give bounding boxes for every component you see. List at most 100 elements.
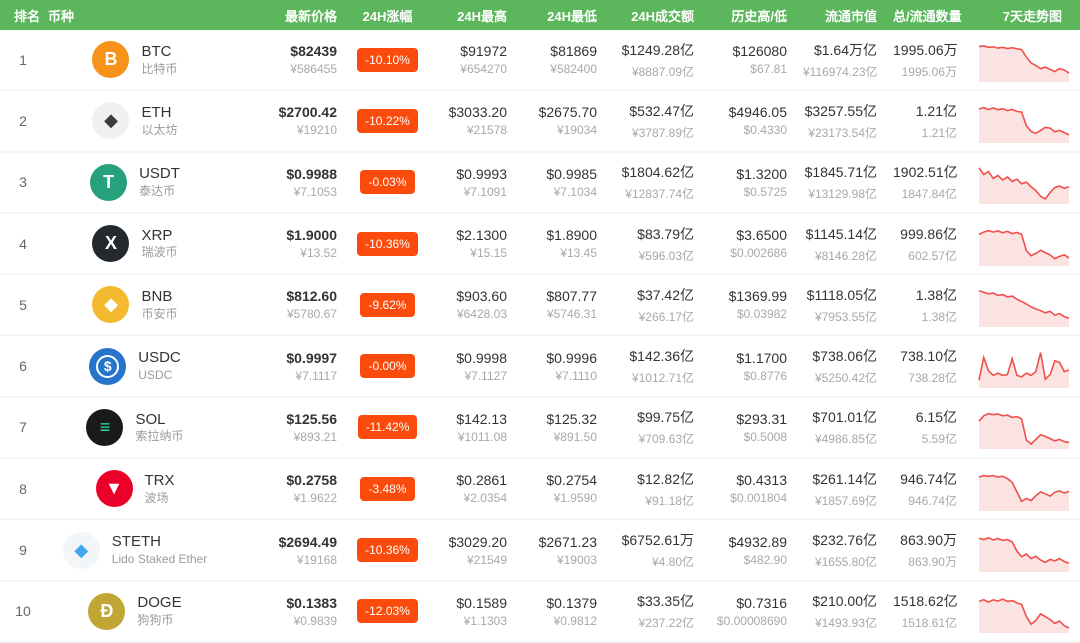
- coin-symbol[interactable]: DOGE: [137, 594, 182, 612]
- ath-value: $3.6500: [736, 227, 787, 244]
- coin-symbol[interactable]: ETH: [141, 104, 172, 122]
- rank-cell: 7: [0, 419, 40, 435]
- coin-name: USDC: [138, 368, 173, 382]
- high-cell: $3029.20 ¥21549: [430, 534, 515, 567]
- high-cny: ¥1011.08: [457, 429, 507, 444]
- supply-total: 1995.06万: [893, 41, 958, 58]
- price-usd: $1.9000: [286, 227, 337, 244]
- coin-name: 币安币: [141, 306, 178, 321]
- coin-symbol[interactable]: USDC: [138, 349, 181, 367]
- coin-symbol[interactable]: SOL: [135, 410, 166, 428]
- supply-cell: 1518.62亿 1518.61亿: [885, 591, 965, 631]
- sparkline-svg: [978, 413, 1070, 450]
- high-cell: $0.2861 ¥2.0354: [430, 472, 515, 505]
- coin-cell[interactable]: T USDT 泰达币: [40, 163, 230, 201]
- high-cny: ¥1.1303: [463, 613, 507, 628]
- low-cell: $2671.23 ¥19003: [515, 534, 605, 567]
- volume-cny: ¥8887.09亿: [631, 64, 694, 79]
- coin-cell[interactable]: ≡ SOL 索拉纳币: [40, 408, 230, 446]
- coin-cell[interactable]: ▼ TRX 波场: [40, 470, 230, 508]
- volume-cell: $1804.62亿 ¥12837.74亿: [605, 162, 702, 202]
- low-cell: $0.2754 ¥1.9590: [515, 472, 605, 505]
- volume-cny: ¥12837.74亿: [625, 187, 694, 202]
- coin-name: 泰达币: [139, 184, 176, 199]
- high-cny: ¥654270: [460, 62, 507, 77]
- supply-total: 1518.62亿: [893, 593, 958, 610]
- coin-cell[interactable]: Ð DOGE 狗狗币: [40, 592, 230, 630]
- high-usd: $142.13: [456, 410, 507, 427]
- atl-value: $0.00008690: [716, 613, 787, 628]
- coin-icon-glyph: ◆: [74, 539, 89, 560]
- coin-symbol[interactable]: BNB: [141, 287, 173, 305]
- mcap-usd: $210.00亿: [812, 593, 877, 610]
- rank-cell: 9: [0, 542, 40, 558]
- sparkline-cell: [965, 466, 1080, 512]
- mcap-usd: $1845.71亿: [804, 164, 877, 181]
- rank-number: 2: [19, 112, 27, 129]
- price-cny: ¥0.9839: [293, 613, 337, 628]
- coin-cell[interactable]: ◆ STETH Lido Staked Ether: [40, 531, 230, 569]
- volume-cell: $532.47亿 ¥3787.89亿: [605, 101, 702, 141]
- usdt-icon: T: [90, 163, 128, 201]
- volume-cny: ¥91.18亿: [645, 493, 694, 508]
- change-cell: -10.36%: [345, 231, 430, 256]
- coin-symbol[interactable]: USDT: [139, 165, 180, 183]
- high-cell: $91972 ¥654270: [430, 43, 515, 76]
- price-cny: ¥7.1117: [295, 368, 337, 383]
- table-row[interactable]: 3 T USDT 泰达币 $0.9988 ¥7.1053 -0.03% $0.9…: [0, 152, 1080, 214]
- volume-usd: $12.82亿: [637, 470, 694, 487]
- table-row[interactable]: 6 $ USDC USDC $0.9997 ¥7.1117 -0.00% $0.…: [0, 336, 1080, 398]
- rank-cell: 4: [0, 236, 40, 252]
- change-cell: -12.03%: [345, 599, 430, 624]
- volume-cell: $6752.61万 ¥4.80亿: [605, 530, 702, 570]
- coin-icon-glyph: ◆: [104, 110, 118, 131]
- high-cell: $0.9993 ¥7.1091: [430, 166, 515, 199]
- change-badge: -0.03%: [360, 170, 415, 195]
- coin-name: 以太坊: [141, 122, 178, 137]
- mcap-cell: $1.64万亿 ¥116974.23亿: [795, 40, 885, 80]
- table-row[interactable]: 2 ◆ ETH 以太坊 $2700.42 ¥19210 -10.22% $303…: [0, 91, 1080, 153]
- supply-cell: 863.90万 863.90万: [885, 530, 965, 570]
- coin-symbol[interactable]: STETH: [111, 533, 161, 551]
- coin-cell[interactable]: ◆ BNB 币安币: [40, 286, 230, 324]
- coin-cell[interactable]: ◆ ETH 以太坊: [40, 102, 230, 140]
- coin-icon-glyph: ▼: [105, 478, 123, 499]
- supply-total: 738.10亿: [900, 348, 957, 365]
- table-row[interactable]: 5 ◆ BNB 币安币 $812.60 ¥5780.67 -9.62% $903…: [0, 275, 1080, 337]
- coin-cell[interactable]: B BTC 比特币: [40, 41, 230, 79]
- price-cny: ¥19168: [296, 552, 337, 567]
- coin-cell[interactable]: X XRP 瑞波币: [40, 225, 230, 263]
- price-cny: ¥586455: [290, 62, 337, 77]
- sparkline-svg: [978, 598, 1070, 634]
- coin-cell[interactable]: $ USDC USDC: [40, 347, 230, 385]
- coin-icon-glyph: $: [96, 354, 120, 378]
- low-cny: ¥7.1034: [553, 184, 597, 199]
- ath-value: $0.4313: [736, 472, 787, 489]
- supply-circ: 863.90万: [908, 555, 957, 570]
- table-row[interactable]: 8 ▼ TRX 波场 $0.2758 ¥1.9622 -3.48% $0.286…: [0, 459, 1080, 521]
- low-cell: $0.9996 ¥7.1110: [515, 350, 605, 383]
- coin-symbol[interactable]: XRP: [141, 226, 173, 244]
- mcap-cell: $232.76亿 ¥1655.80亿: [795, 530, 885, 570]
- table-row[interactable]: 4 X XRP 瑞波币 $1.9000 ¥13.52 -10.36% $2.13…: [0, 213, 1080, 276]
- change-badge: -11.42%: [357, 415, 418, 440]
- table-row[interactable]: 10 Ð DOGE 狗狗币 $0.1383 ¥0.9839 -12.03% $0…: [0, 581, 1080, 643]
- column-header-supply: 总/流通数量: [893, 8, 962, 24]
- atl-value: $482.90: [743, 552, 787, 567]
- price-usd: $0.1383: [286, 594, 337, 611]
- column-header-spark: 7天走势图: [1002, 8, 1062, 24]
- volume-usd: $37.42亿: [637, 286, 694, 303]
- high-usd: $0.1589: [456, 594, 507, 611]
- low-usd: $807.77: [546, 288, 597, 305]
- coin-symbol[interactable]: BTC: [141, 42, 172, 60]
- coin-symbol[interactable]: TRX: [144, 471, 175, 489]
- atl-value: $67.81: [750, 62, 787, 77]
- supply-cell: 1.21亿 1.21亿: [885, 101, 965, 141]
- low-cell: $125.32 ¥891.50: [515, 411, 605, 444]
- price-usd: $812.60: [286, 288, 337, 305]
- table-row[interactable]: 1 B BTC 比特币 $82439 ¥586455 -10.10% $9197…: [0, 30, 1080, 92]
- column-header-vol: 24H成交额: [631, 8, 694, 24]
- high-cell: $2.1300 ¥15.15: [430, 227, 515, 260]
- table-row[interactable]: 7 ≡ SOL 索拉纳币 $125.56 ¥893.21 -11.42% $14…: [0, 397, 1080, 460]
- table-row[interactable]: 9 ◆ STETH Lido Staked Ether $2694.49 ¥19…: [0, 520, 1080, 582]
